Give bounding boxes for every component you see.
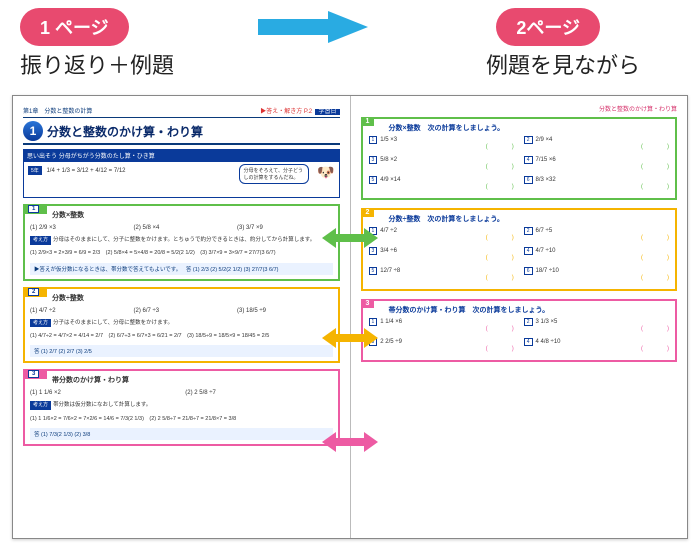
box-2: 2 分数÷整数 (1) 4/7 ÷2 (2) 6/7 ÷3 (3) 18/5 ÷… [23, 287, 340, 364]
rp-box-2: 2 分数÷整数 次の計算をしましょう。 14/7 ÷2( ) 26/7 ÷5( )… [361, 208, 678, 291]
rp-box-1-tab: 1 [361, 117, 375, 126]
box-2-problems: (1) 4/7 ÷2 (2) 6/7 ÷3 (3) 18/5 ÷9 [30, 305, 333, 317]
problem-cell: 11 1/4 ×6( ) [369, 318, 514, 332]
lesson-title-row: 1 分数と整数のかけ算・わり算 [23, 121, 340, 145]
page-right: 分数と整数のかけ算・わり算 1 分数×整数 次の計算をしましょう。 11/5 ×… [351, 96, 688, 538]
problem-cell: 11/5 ×3( ) [369, 136, 514, 150]
rp-box-3-title: 帯分数のかけ算・わり算 次の計算をしましょう。 [369, 305, 670, 318]
problem-cell: 47/15 ×6( ) [524, 156, 669, 170]
p: (1) 1 1/6 ×2 [30, 390, 177, 396]
box-2-title: 分数÷整数 [30, 293, 333, 305]
subheader: 振り返り＋例題 例題を見ながら [0, 48, 700, 88]
problem-cell: 512/7 ÷8( ) [369, 267, 514, 281]
problem-cell: 33/4 ÷6( ) [369, 247, 514, 261]
recall-bar: 思い出そう 分母がちがう分数のたし算・ひき算 [23, 149, 340, 162]
mascot-icon: 🐶 [317, 164, 334, 181]
recall-text: 分母がちがう分数のたし算・ひき算 [59, 151, 155, 160]
problem-cell: 618/7 ÷10( ) [524, 267, 669, 281]
recall-content: 5年 1/4 + 1/3 = 3/12 + 4/12 = 7/12 分母をそろえ… [23, 162, 340, 198]
box-1-title: 分数×整数 [30, 210, 333, 222]
speech-bubble: 分母をそろえて、分子どうしの計算をするんだね。 [239, 164, 309, 184]
rp-header: 分数と整数のかけ算・わり算 [361, 104, 678, 117]
sub1: 振り返り＋例題 [20, 48, 320, 80]
pill-page2: 2ページ [496, 8, 600, 46]
recall-expr: 1/4 + 1/3 = 3/12 + 4/12 = 7/12 [46, 168, 125, 174]
problem-cell: 26/7 ÷5( ) [524, 227, 669, 241]
problem-cell: 14/7 ÷2( ) [369, 227, 514, 241]
recall-label: 思い出そう [27, 151, 57, 160]
problem-cell: 32 2/5 ÷9( ) [369, 338, 514, 352]
date-label: 学習日 [315, 109, 339, 115]
lesson-title: 分数と整数のかけ算・わり算 [47, 123, 203, 140]
rp-grid-1: 11/5 ×3( ) 22/9 ×4( ) 35/8 ×2( ) 47/15 ×6( … [369, 136, 670, 190]
box-3-method: 考え方帯分数は仮分数になおして計算します。 [30, 399, 333, 412]
p: (2) 6/7 ÷3 [134, 308, 230, 314]
rp-box-3-tab: 3 [361, 299, 375, 308]
rp-box-3: 3 帯分数のかけ算・わり算 次の計算をしましょう。 11 1/4 ×6( ) 23… [361, 299, 678, 362]
page-left: 第1章 分数と整数の計算 ▶答え・解き方 P.2 学習日 1 分数と整数のかけ算… [13, 96, 351, 538]
rp-box-2-tab: 2 [361, 208, 375, 217]
box-1: 1 分数×整数 (1) 2/9 ×3 (2) 5/8 ×4 (3) 3/7 ×9… [23, 204, 340, 281]
p: (3) 18/5 ÷9 [237, 308, 333, 314]
problem-cell: 35/8 ×2( ) [369, 156, 514, 170]
box-3-work: (1) 1 1/6×2 = 7/6×2 = 7×2/6 = 14/6 = 7/3… [30, 413, 333, 426]
problem-cell: 68/3 ×32( ) [524, 176, 669, 190]
rp-box-2-title: 分数÷整数 次の計算をしましょう。 [369, 214, 670, 227]
rp-box-1: 1 分数×整数 次の計算をしましょう。 11/5 ×3( ) 22/9 ×4( )… [361, 117, 678, 200]
answer-ref: ▶答え・解き方 P.2 [260, 109, 312, 115]
box-3-answer: 答 (1) 7/3(2 1/3) (2) 3/8 [30, 428, 333, 440]
chapter-title: 第1章 分数と整数の計算 [23, 106, 92, 115]
box-1-method: 考え方分母はそのままにして、分子に整数をかけます。とちゅうで約分できるときは、約… [30, 234, 333, 247]
rp-grid-3: 11 1/4 ×6( ) 23 1/3 ×5( ) 32 2/5 ÷9( ) 44 4… [369, 318, 670, 352]
problem-cell: 54/9 ×14( ) [369, 176, 514, 190]
connector-arrow [322, 432, 378, 452]
box-3: 3 帯分数のかけ算・わり算 (1) 1 1/6 ×2 (2) 2 5/8 ÷7 … [23, 369, 340, 446]
pill-page1: 1 ページ [20, 8, 129, 46]
rp-grid-2: 14/7 ÷2( ) 26/7 ÷5( ) 33/4 ÷6( ) 44/7 ÷10( … [369, 227, 670, 281]
rp-box-1-title: 分数×整数 次の計算をしましょう。 [369, 123, 670, 136]
box-1-answer: ▶答えが仮分数になるときは、帯分数で答えてもよいです。 答 (1) 2/3 (2… [30, 263, 333, 275]
box-3-problems: (1) 1 1/6 ×2 (2) 2 5/8 ÷7 [30, 387, 333, 399]
problem-cell: 44 4/8 ÷10( ) [524, 338, 669, 352]
box-2-tab: 2 [23, 287, 47, 297]
p: (3) 3/7 ×9 [237, 225, 333, 231]
big-arrow [149, 11, 477, 43]
p: (1) 4/7 ÷2 [30, 308, 126, 314]
p: (2) 5/8 ×4 [134, 225, 230, 231]
chapter-bar: 第1章 分数と整数の計算 ▶答え・解き方 P.2 学習日 [23, 104, 340, 118]
book-spread: 第1章 分数と整数の計算 ▶答え・解き方 P.2 学習日 1 分数と整数のかけ算… [12, 95, 688, 539]
connector-arrow [322, 228, 378, 248]
problem-cell: 23 1/3 ×5( ) [524, 318, 669, 332]
grade-tag: 5年 [28, 166, 42, 175]
box-2-method: 考え方分子はそのままにして、分母に整数をかけます。 [30, 317, 333, 330]
connector-arrow [322, 328, 378, 348]
problem-cell: 22/9 ×4( ) [524, 136, 669, 150]
box-2-work: (1) 4/7÷2 = 4/7×2 = 4/14 = 2/7 (2) 6/7÷3… [30, 330, 333, 343]
box-3-tab: 3 [23, 369, 47, 379]
box-1-work: (1) 2/9×3 = 2×3/9 = 6/9 = 2/3 (2) 5/8×4 … [30, 247, 333, 260]
p: (1) 2/9 ×3 [30, 225, 126, 231]
box-1-problems: (1) 2/9 ×3 (2) 5/8 ×4 (3) 3/7 ×9 [30, 222, 333, 234]
box-1-tab: 1 [23, 204, 47, 214]
lesson-number: 1 [23, 121, 43, 141]
box-3-title: 帯分数のかけ算・わり算 [30, 375, 333, 387]
header: 1 ページ 2ページ [0, 0, 700, 48]
sub2: 例題を見ながら [486, 48, 680, 80]
box-2-answer: 答 (1) 2/7 (2) 2/7 (3) 2/5 [30, 345, 333, 357]
problem-cell: 44/7 ÷10( ) [524, 247, 669, 261]
p: (2) 2 5/8 ÷7 [185, 390, 332, 396]
